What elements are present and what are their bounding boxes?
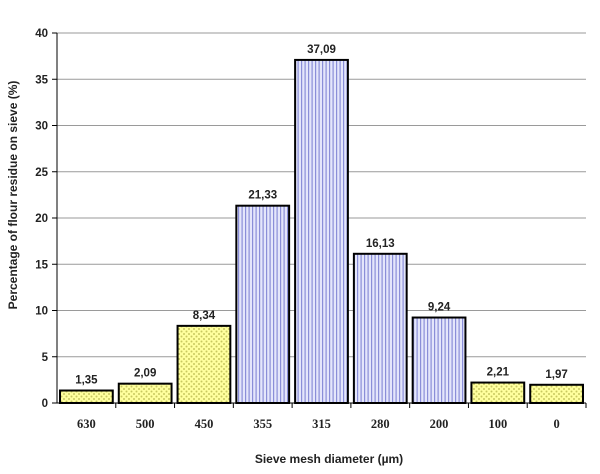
data-label-100: 2,21 [487, 367, 510, 379]
data-labels: 1,35 2,09 8,34 21,33 37,09 16,13 9,24 2,21 1,97 [75, 44, 568, 387]
bar-100 [470, 381, 526, 404]
x-axis-title: Sieve mesh diameter (µm) [255, 452, 403, 466]
bar-355 [235, 204, 291, 404]
y-tick-label-5: 5 [42, 352, 49, 364]
data-label-500: 2,09 [134, 368, 156, 380]
bar-500 [117, 382, 173, 405]
y-tick-label-35: 35 [35, 74, 48, 86]
x-tick-label-630: 630 [77, 417, 96, 431]
x-tick-label-500: 500 [136, 417, 155, 431]
x-tick-label-0: 0 [553, 417, 559, 431]
bar-630 [59, 389, 114, 405]
data-label-630: 1,35 [75, 375, 98, 387]
data-label-200: 9,24 [428, 302, 451, 314]
y-tick-label-25: 25 [35, 167, 48, 179]
data-label-0: 1,97 [545, 369, 567, 381]
x-tick-label-100: 100 [488, 417, 507, 431]
x-tick-label-450: 450 [195, 417, 214, 431]
x-tick-label-355: 355 [253, 417, 272, 431]
data-label-280: 16,13 [366, 238, 395, 250]
bar-280 [352, 252, 408, 404]
x-tick-label-315: 315 [312, 417, 331, 431]
y-axis-title: Percentage of flour residue on sieve (%) [6, 81, 20, 310]
x-tick-label-200: 200 [430, 417, 449, 431]
x-axis-ticks: 630 500 450 355 315 280 200 100 0 [77, 403, 587, 431]
y-tick-label-10: 10 [35, 306, 48, 318]
y-tick-label-15: 15 [35, 259, 48, 271]
y-tick-label-20: 20 [35, 213, 48, 225]
bars [59, 58, 585, 405]
bar-450 [176, 324, 232, 405]
x-tick-label-280: 280 [371, 417, 390, 431]
data-label-355: 21,33 [248, 190, 277, 202]
bar-315 [294, 58, 349, 404]
y-tick-label-0: 0 [42, 398, 48, 410]
y-axis-ticks: 0 5 10 15 20 25 30 35 40 [35, 28, 57, 410]
bar-200 [411, 316, 467, 404]
y-tick-label-30: 30 [35, 121, 48, 133]
y-tick-label-40: 40 [35, 28, 48, 40]
data-label-315: 37,09 [307, 44, 336, 56]
data-label-450: 8,34 [193, 310, 216, 322]
bar-0 [529, 383, 585, 404]
